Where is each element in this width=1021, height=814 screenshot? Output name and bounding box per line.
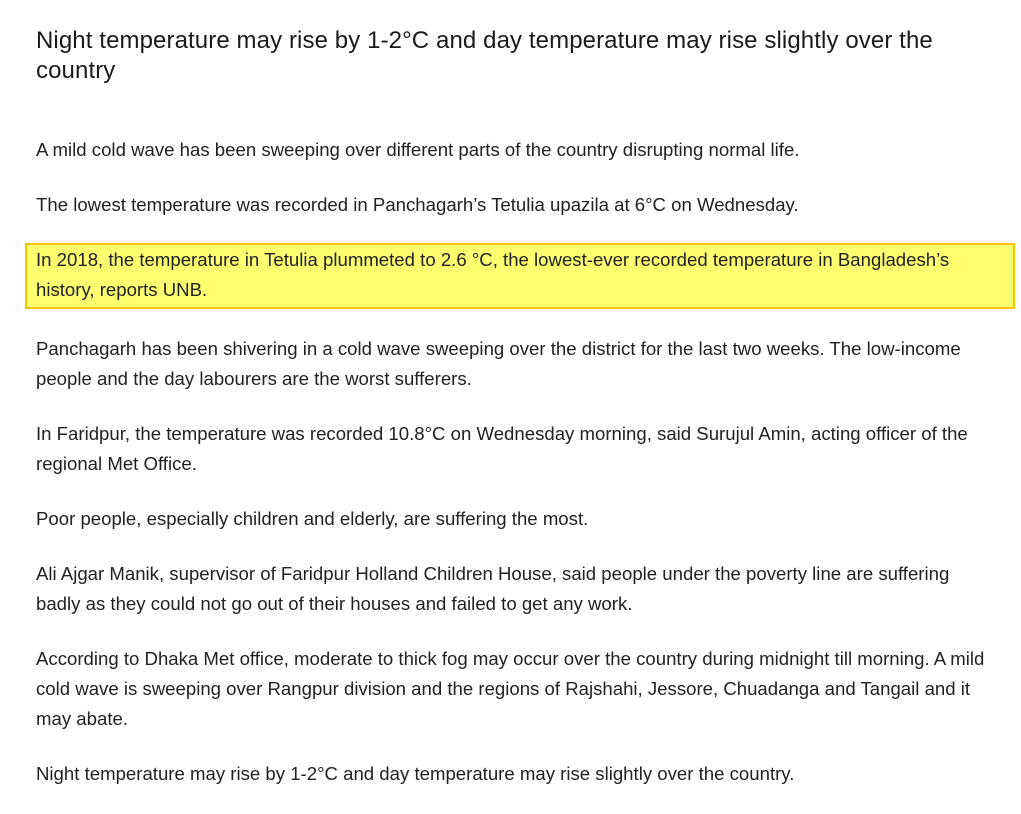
article: Night temperature may rise by 1-2°C and …: [25, 26, 1015, 814]
article-title: Night temperature may rise by 1-2°C and …: [36, 27, 933, 84]
article-body: A mild cold wave has been sweeping over …: [25, 135, 1015, 789]
paragraph: Poor people, especially children and eld…: [36, 508, 589, 529]
paragraph: According to Dhaka Met office, moderate …: [36, 648, 985, 729]
paragraph: Night temperature may rise by 1-2°C and …: [36, 763, 795, 784]
paragraph: A mild cold wave has been sweeping over …: [36, 139, 800, 160]
paragraph: In Faridpur, the temperature was recorde…: [36, 423, 968, 474]
paragraph: The lowest temperature was recorded in P…: [36, 194, 799, 215]
paragraph: Panchagarh has been shivering in a cold …: [36, 338, 961, 389]
paragraph: Ali Ajgar Manik, supervisor of Faridpur …: [36, 563, 950, 614]
highlighted-paragraph: In 2018, the temperature in Tetulia plum…: [25, 243, 1015, 309]
